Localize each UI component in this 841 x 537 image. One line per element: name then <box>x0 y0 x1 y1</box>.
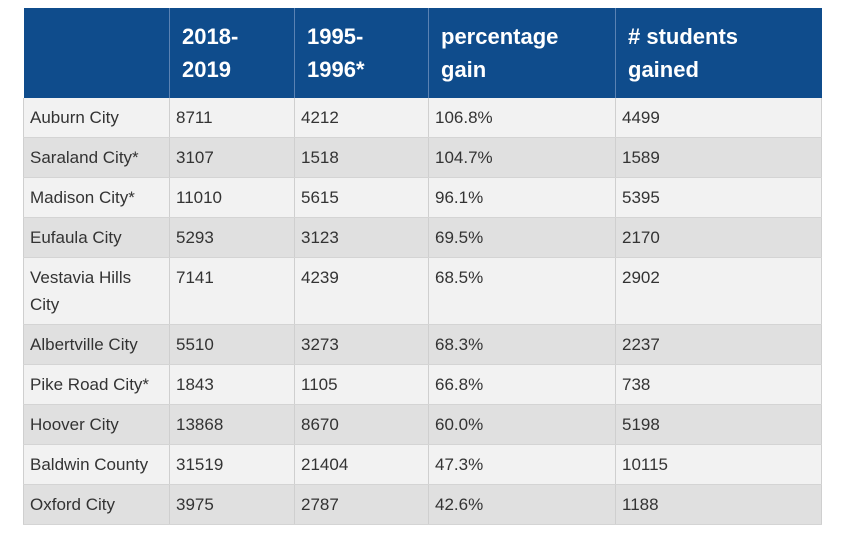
enrollment-1995-1996-cell: 5615 <box>294 177 429 218</box>
enrollment-2018-2019-cell: 31519 <box>169 444 295 485</box>
percentage-gain-cell: 69.5% <box>428 217 616 258</box>
header-2018-2019: 2018- 2019 <box>169 8 295 98</box>
enrollment-growth-table: 2018- 2019 1995- 1996* percentage gain #… <box>23 8 822 525</box>
students-gained-cell: 738 <box>615 364 822 405</box>
enrollment-1995-1996-cell: 1105 <box>294 364 429 405</box>
header-district <box>23 8 170 98</box>
enrollment-table-container: 2018- 2019 1995- 1996* percentage gain #… <box>23 8 822 525</box>
students-gained-cell: 2902 <box>615 257 822 325</box>
enrollment-2018-2019-cell: 8711 <box>169 98 295 138</box>
district-cell: Eufaula City <box>23 217 170 258</box>
table-header-row: 2018- 2019 1995- 1996* percentage gain #… <box>23 8 822 98</box>
table-body: Auburn City 8711 4212 106.8% 4499 Saraland Ci… <box>23 98 822 525</box>
table-row: Eufaula City 5293 3123 69.5% 2170 <box>23 217 822 258</box>
enrollment-1995-1996-cell: 8670 <box>294 404 429 445</box>
percentage-gain-cell: 47.3% <box>428 444 616 485</box>
students-gained-cell: 2170 <box>615 217 822 258</box>
students-gained-cell: 4499 <box>615 98 822 138</box>
percentage-gain-cell: 68.5% <box>428 257 616 325</box>
table-row: Albertville City 5510 3273 68.3% 2237 <box>23 324 822 365</box>
table-row: Saraland City* 3107 1518 104.7% 1589 <box>23 137 822 178</box>
table-row: Oxford City 3975 2787 42.6% 1188 <box>23 484 822 525</box>
district-cell: Madison City* <box>23 177 170 218</box>
percentage-gain-cell: 66.8% <box>428 364 616 405</box>
students-gained-cell: 5395 <box>615 177 822 218</box>
table-row: Pike Road City* 1843 1105 66.8% 738 <box>23 364 822 405</box>
percentage-gain-cell: 96.1% <box>428 177 616 218</box>
district-cell: Oxford City <box>23 484 170 525</box>
enrollment-2018-2019-cell: 13868 <box>169 404 295 445</box>
enrollment-1995-1996-cell: 21404 <box>294 444 429 485</box>
table-row: Vestavia Hills City 7141 4239 68.5% 2902 <box>23 257 822 325</box>
enrollment-2018-2019-cell: 7141 <box>169 257 295 325</box>
header-students-gained-label: # students gained <box>628 24 739 82</box>
header-2018-2019-label: 2018- 2019 <box>182 24 239 82</box>
enrollment-2018-2019-cell: 11010 <box>169 177 295 218</box>
table-row: Baldwin County 31519 21404 47.3% 10115 <box>23 444 822 485</box>
percentage-gain-cell: 104.7% <box>428 137 616 178</box>
enrollment-2018-2019-cell: 3975 <box>169 484 295 525</box>
enrollment-1995-1996-cell: 3123 <box>294 217 429 258</box>
table-row: Auburn City 8711 4212 106.8% 4499 <box>23 98 822 138</box>
students-gained-cell: 1188 <box>615 484 822 525</box>
percentage-gain-cell: 60.0% <box>428 404 616 445</box>
header-1995-1996: 1995- 1996* <box>294 8 429 98</box>
students-gained-cell: 1589 <box>615 137 822 178</box>
enrollment-2018-2019-cell: 3107 <box>169 137 295 178</box>
enrollment-1995-1996-cell: 4212 <box>294 98 429 138</box>
header-students-gained: # students gained <box>615 8 822 98</box>
table-row: Hoover City 13868 8670 60.0% 5198 <box>23 404 822 445</box>
students-gained-cell: 5198 <box>615 404 822 445</box>
percentage-gain-cell: 42.6% <box>428 484 616 525</box>
enrollment-1995-1996-cell: 1518 <box>294 137 429 178</box>
header-percentage-gain: percentage gain <box>428 8 616 98</box>
district-cell: Pike Road City* <box>23 364 170 405</box>
percentage-gain-cell: 68.3% <box>428 324 616 365</box>
header-percentage-gain-label: percentage gain <box>441 24 559 82</box>
students-gained-cell: 10115 <box>615 444 822 485</box>
header-1995-1996-label: 1995- 1996* <box>307 24 365 82</box>
district-cell: Auburn City <box>23 98 170 138</box>
percentage-gain-cell: 106.8% <box>428 98 616 138</box>
district-cell: Vestavia Hills City <box>23 257 170 325</box>
district-cell: Baldwin County <box>23 444 170 485</box>
students-gained-cell: 2237 <box>615 324 822 365</box>
district-cell: Albertville City <box>23 324 170 365</box>
enrollment-1995-1996-cell: 4239 <box>294 257 429 325</box>
district-cell: Hoover City <box>23 404 170 445</box>
enrollment-1995-1996-cell: 3273 <box>294 324 429 365</box>
district-cell: Saraland City* <box>23 137 170 178</box>
enrollment-2018-2019-cell: 5293 <box>169 217 295 258</box>
enrollment-2018-2019-cell: 1843 <box>169 364 295 405</box>
enrollment-2018-2019-cell: 5510 <box>169 324 295 365</box>
table-row: Madison City* 11010 5615 96.1% 5395 <box>23 177 822 218</box>
enrollment-1995-1996-cell: 2787 <box>294 484 429 525</box>
